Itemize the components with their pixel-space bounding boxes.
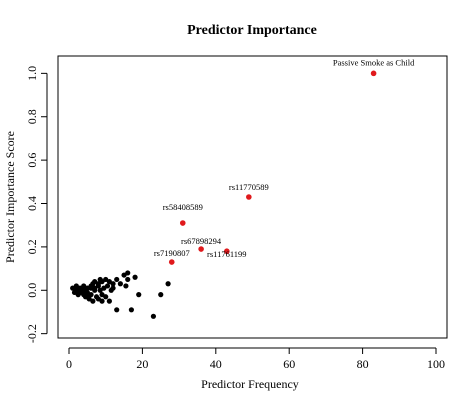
data-point: [77, 287, 83, 293]
data-point: [128, 307, 134, 313]
data-point: [99, 298, 105, 304]
data-point: [114, 276, 120, 283]
plot-frame: [57, 55, 448, 339]
y-tick-label: 0.0: [25, 283, 39, 298]
point-label: rs7190807: [154, 248, 190, 258]
y-tick-label: 1.0: [25, 66, 39, 81]
top-predictor-points: [168, 70, 377, 265]
point-label: rs58408589: [163, 202, 203, 212]
data-point: [114, 307, 120, 313]
y-tick-label: -0.2: [25, 324, 39, 343]
point-label: rs67898294: [181, 236, 222, 246]
y-axis: -0.2 0.0 0.2 0.4 0.6 0.8 1.0: [25, 66, 48, 343]
x-tick-label: 0: [66, 357, 72, 371]
data-point: [110, 285, 116, 291]
data-point: [165, 281, 171, 287]
data-point: [123, 283, 129, 289]
data-point: [150, 313, 157, 319]
point-label: Passive Smoke as Child: [333, 57, 415, 67]
highlight-point: [224, 248, 230, 255]
data-point: [158, 292, 164, 298]
data-point: [90, 298, 96, 304]
data-point: [88, 285, 94, 291]
y-axis-label: Predictor Importance Score: [3, 131, 17, 263]
data-point: [117, 281, 123, 287]
chart-title: Predictor Importance: [187, 23, 317, 38]
highlight-point: [198, 246, 204, 252]
y-tick-label: 0.8: [25, 109, 39, 124]
x-tick-label: 40: [210, 357, 222, 371]
data-point: [81, 287, 87, 293]
highlight-point: [179, 220, 186, 226]
x-tick-label: 60: [283, 357, 295, 371]
y-tick-label: 0.2: [25, 239, 39, 254]
x-tick-label: 20: [136, 357, 148, 371]
point-label: rs11770589: [229, 182, 269, 192]
highlight-point: [168, 259, 175, 265]
other-predictor-points: [70, 270, 171, 319]
top-predictor-labels: Passive Smoke as Child rs11770589 rs584085…: [154, 57, 415, 259]
x-axis-label: Predictor Frequency: [201, 377, 299, 391]
data-point: [125, 276, 131, 283]
data-point: [136, 292, 142, 298]
data-point: [106, 298, 112, 304]
y-tick-label: 0.4: [25, 196, 39, 211]
highlight-point: [370, 70, 377, 77]
data-point: [125, 270, 131, 276]
y-tick-label: 0.6: [25, 153, 39, 168]
data-point: [103, 294, 109, 300]
data-point: [104, 283, 111, 289]
data-point: [95, 283, 101, 289]
data-point: [84, 294, 90, 300]
x-tick-label: 100: [427, 357, 445, 371]
data-point: [132, 274, 138, 280]
point-label: rs11761199: [207, 249, 247, 259]
highlight-point: [246, 194, 252, 200]
x-axis: 0 20 40 60 80 100: [66, 347, 445, 371]
data-point: [110, 281, 116, 287]
x-tick-label: 80: [357, 357, 369, 371]
